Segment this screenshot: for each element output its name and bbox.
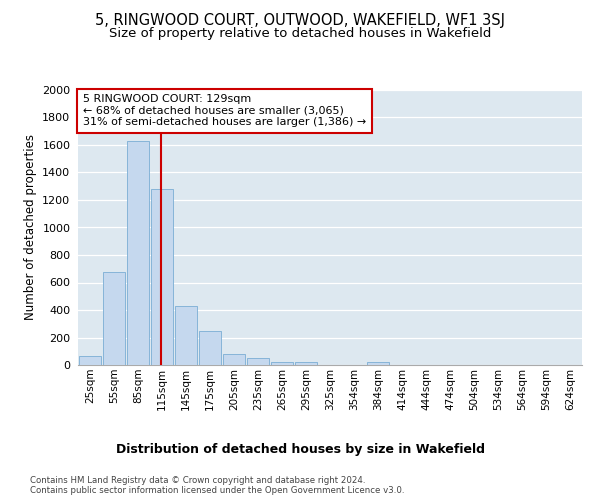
Y-axis label: Number of detached properties: Number of detached properties (23, 134, 37, 320)
Bar (79, 356, 101, 365)
Bar (103, 272, 125, 365)
Text: Distribution of detached houses by size in Wakefield: Distribution of detached houses by size … (115, 442, 485, 456)
Bar (175, 306, 197, 365)
Text: 5 RINGWOOD COURT: 129sqm
← 68% of detached houses are smaller (3,065)
31% of sem: 5 RINGWOOD COURT: 129sqm ← 68% of detach… (83, 94, 366, 128)
Text: Size of property relative to detached houses in Wakefield: Size of property relative to detached ho… (109, 28, 491, 40)
Text: 5, RINGWOOD COURT, OUTWOOD, WAKEFIELD, WF1 3SJ: 5, RINGWOOD COURT, OUTWOOD, WAKEFIELD, W… (95, 12, 505, 28)
Bar (127, 141, 149, 365)
Bar (199, 332, 221, 365)
Bar (247, 358, 269, 365)
Bar (271, 362, 293, 365)
Bar (223, 354, 245, 365)
Bar (151, 189, 173, 365)
Bar (295, 362, 317, 365)
Text: Contains HM Land Registry data © Crown copyright and database right 2024.
Contai: Contains HM Land Registry data © Crown c… (30, 476, 404, 495)
Bar (367, 362, 389, 365)
